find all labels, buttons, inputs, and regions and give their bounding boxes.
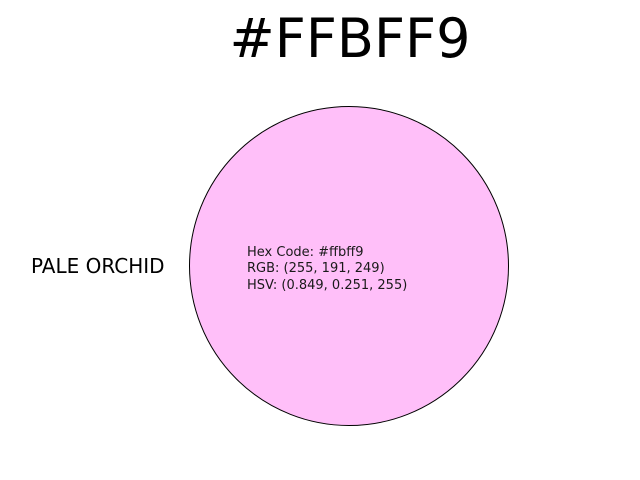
color-swatch-circle [189,106,509,426]
color-name-label: PALE ORCHID [31,254,165,278]
rgb-line: RGB: (255, 191, 249) [247,261,385,277]
hex-title: #FFBFF9 [229,7,471,70]
hsv-line: HSV: (0.849, 0.251, 255) [247,277,408,293]
hex-code-line: Hex Code: #ffbff9 [247,245,364,260]
color-info-block: Hex Code: #ffbff9 RGB: (255, 191, 249) H… [247,245,407,294]
